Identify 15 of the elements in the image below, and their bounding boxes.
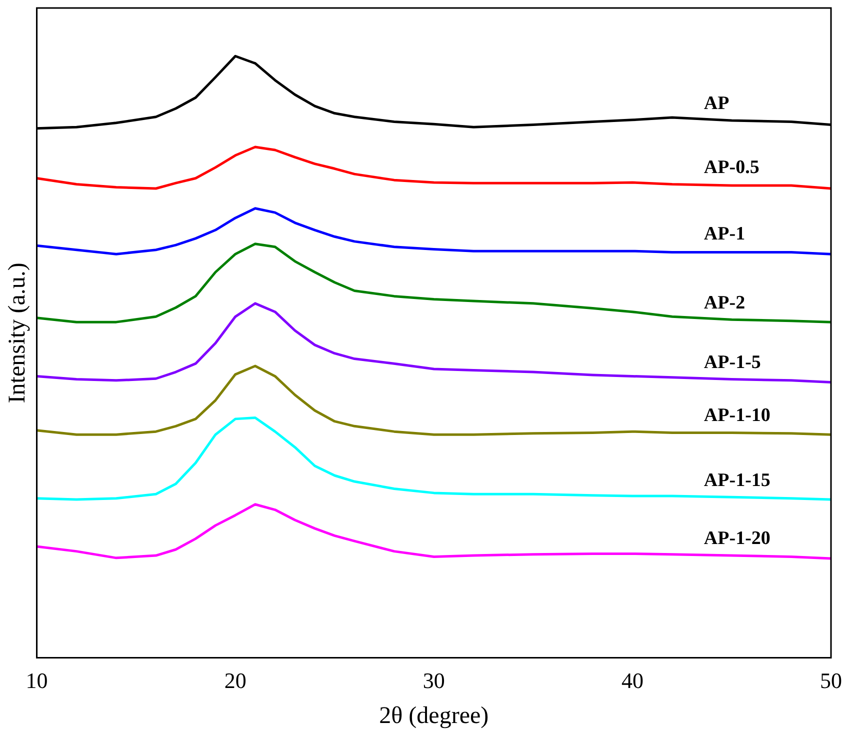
x-tick-label: 10: [26, 668, 48, 693]
series-label: AP-1: [704, 224, 746, 245]
series-label: AP-1-10: [704, 404, 770, 426]
series-label: AP-1-15: [704, 470, 770, 491]
series-label: AP-1-5: [704, 352, 761, 373]
series-label: AP: [704, 93, 730, 114]
series-label: AP-2: [704, 292, 746, 314]
x-tick-label: 40: [621, 668, 644, 693]
x-tick-label: 50: [820, 668, 842, 693]
x-tick-label: 20: [224, 668, 246, 693]
x-tick-label: 30: [422, 668, 445, 693]
y-axis-title: Intensity (a.u.): [4, 262, 31, 404]
x-axis-title: 2θ (degree): [379, 702, 489, 729]
series-label: AP-0.5: [704, 156, 760, 178]
series-label: AP-1-20: [704, 528, 770, 550]
